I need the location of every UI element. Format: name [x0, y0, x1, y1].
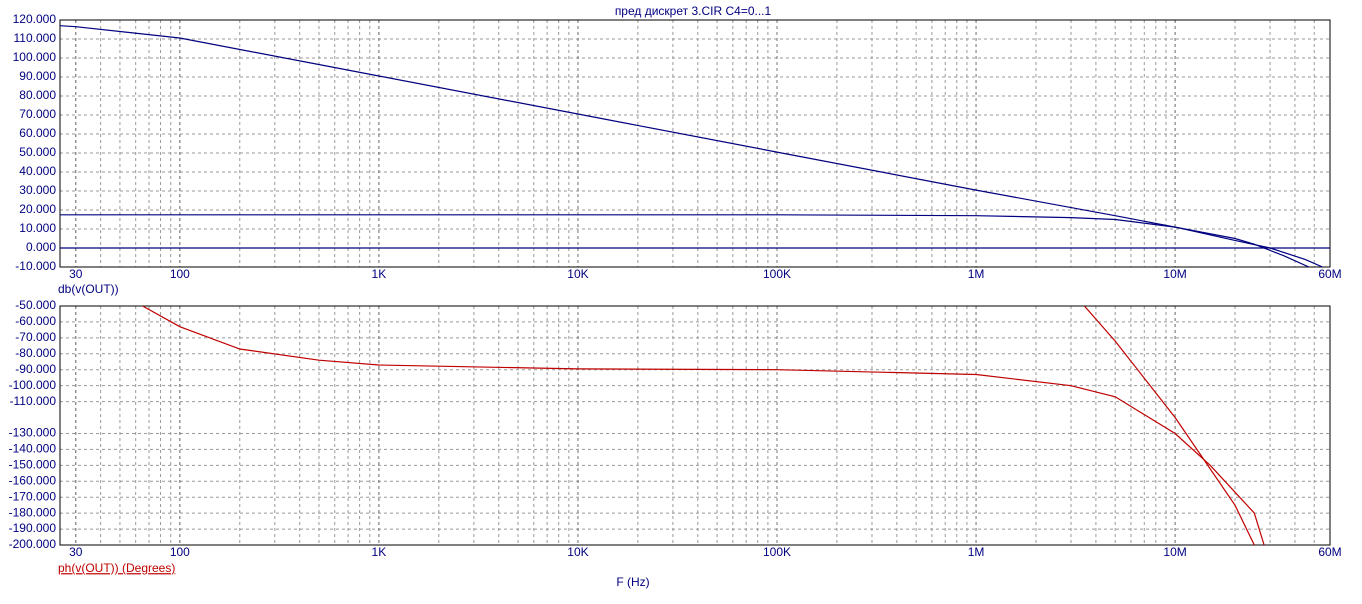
- x-tick-label: 10M: [1163, 545, 1186, 559]
- y-tick-label: 90.000: [19, 69, 56, 83]
- y-tick-label: 30.000: [19, 183, 56, 197]
- y-tick-label: -200.000: [9, 537, 57, 551]
- plot-border: [59, 19, 1331, 268]
- y-tick-label: -110.000: [10, 394, 57, 408]
- y-tick-label: -160.000: [9, 473, 57, 487]
- y-tick-label: 60.000: [19, 126, 56, 140]
- y-tick-label: -150.000: [9, 458, 57, 472]
- y-tick-label: -10.000: [15, 259, 56, 273]
- plot-border: [59, 305, 1331, 546]
- chart-title: пред дискрет 3.CIR C4=0...1: [615, 4, 772, 18]
- y-tick-label: -50.000: [15, 298, 56, 312]
- y-tick-label: -70.000: [15, 330, 56, 344]
- series-line: [60, 214, 1310, 267]
- y-tick-label: -170.000: [9, 489, 57, 503]
- x-tick-label: 1M: [968, 267, 985, 281]
- y-tick-label: -190.000: [9, 521, 57, 535]
- plot-area: [60, 20, 1330, 267]
- x-tick-label: 60M: [1318, 267, 1341, 281]
- x-tick-label: 1K: [372, 545, 387, 559]
- y-tick-label: -80.000: [15, 346, 56, 360]
- y-tick-label: -60.000: [15, 314, 56, 328]
- x-tick-label: 1M: [968, 545, 985, 559]
- y-tick-label: 110.000: [14, 31, 57, 45]
- x-tick-label: 60M: [1318, 545, 1341, 559]
- axis-title: ph(v(OUT)) (Degrees): [58, 561, 175, 575]
- y-tick-label: 10.000: [19, 221, 56, 235]
- series-line: [1083, 306, 1255, 545]
- x-tick-label: 1K: [372, 267, 387, 281]
- x-tick-label: 100: [170, 545, 190, 559]
- x-tick-label: 100K: [763, 545, 791, 559]
- x-tick-label: 100K: [763, 267, 791, 281]
- x-tick-label: 10K: [567, 267, 588, 281]
- y-tick-label: -100.000: [9, 378, 57, 392]
- x-tick-label: 10K: [567, 545, 588, 559]
- y-tick-label: 80.000: [19, 88, 56, 102]
- y-tick-label: 0.000: [26, 240, 56, 254]
- y-tick-label: -130.000: [9, 426, 57, 440]
- x-tick-label: 100: [170, 267, 190, 281]
- axis-title: db(v(OUT)): [58, 282, 119, 296]
- y-tick-label: -180.000: [9, 505, 57, 519]
- y-tick-label: 70.000: [19, 107, 56, 121]
- y-tick-label: 120.000: [13, 12, 57, 26]
- y-tick-label: 20.000: [19, 202, 56, 216]
- y-tick-label: 50.000: [19, 145, 56, 159]
- plot-area: [60, 306, 1330, 545]
- y-tick-label: -90.000: [15, 362, 56, 376]
- x-axis-title: F (Hz): [616, 575, 649, 589]
- x-tick-label: 30: [69, 545, 83, 559]
- y-tick-label: 100.000: [13, 50, 57, 64]
- y-tick-label: 40.000: [19, 164, 56, 178]
- x-tick-label: 30: [69, 267, 83, 281]
- y-tick-label: -140.000: [9, 442, 57, 456]
- x-tick-label: 10M: [1163, 267, 1186, 281]
